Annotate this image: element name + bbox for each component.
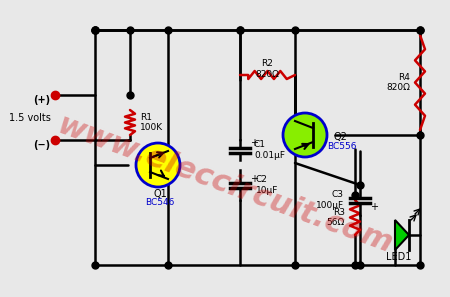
Circle shape <box>136 143 180 187</box>
Text: Q2: Q2 <box>333 132 347 142</box>
Text: R2
820Ω: R2 820Ω <box>256 59 279 79</box>
Text: R3
56Ω: R3 56Ω <box>327 208 345 227</box>
Text: BC546: BC546 <box>145 198 175 207</box>
Text: C1
0.01μF: C1 0.01μF <box>254 140 285 160</box>
Text: (−): (−) <box>33 140 50 150</box>
Circle shape <box>283 113 327 157</box>
Text: C2
10μF: C2 10μF <box>256 175 279 195</box>
Text: C3
100μF: C3 100μF <box>316 190 344 210</box>
Text: Q1: Q1 <box>153 189 167 199</box>
Polygon shape <box>395 220 409 250</box>
Text: BC556: BC556 <box>327 142 356 151</box>
Text: +: + <box>370 201 378 211</box>
Text: LED1: LED1 <box>386 252 412 262</box>
Text: (+): (+) <box>33 95 50 105</box>
Text: R4
820Ω: R4 820Ω <box>386 73 410 92</box>
Text: +: + <box>250 173 258 184</box>
Text: R1
100K: R1 100K <box>140 113 163 132</box>
Text: 1.5 volts: 1.5 volts <box>9 113 51 123</box>
Text: +: + <box>250 138 258 148</box>
Text: www.eleccircuit.com: www.eleccircuit.com <box>53 111 397 259</box>
